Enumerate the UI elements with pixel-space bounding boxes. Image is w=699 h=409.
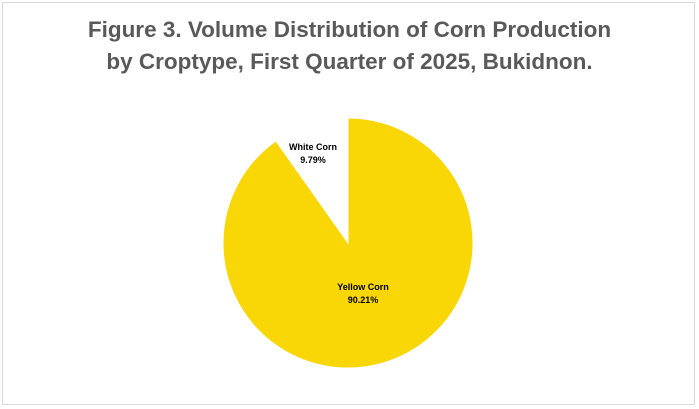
chart-title-line-2: by Croptype, First Quarter of 2025, Buki…: [106, 49, 593, 74]
slice-name-label: Yellow Corn: [337, 282, 389, 292]
chart-title-line-1: Figure 3. Volume Distribution of Corn Pr…: [87, 17, 612, 42]
slice-percent-label: 9.79%: [300, 155, 326, 165]
slice-name-label: White Corn: [289, 142, 337, 152]
slice-percent-label: 90.21%: [348, 295, 379, 305]
chart-title: Figure 3. Volume Distribution of Corn Pr…: [0, 14, 699, 78]
pie-slice-white-corn: [275, 117, 349, 245]
pie-slice-yellow-corn: [222, 117, 474, 369]
